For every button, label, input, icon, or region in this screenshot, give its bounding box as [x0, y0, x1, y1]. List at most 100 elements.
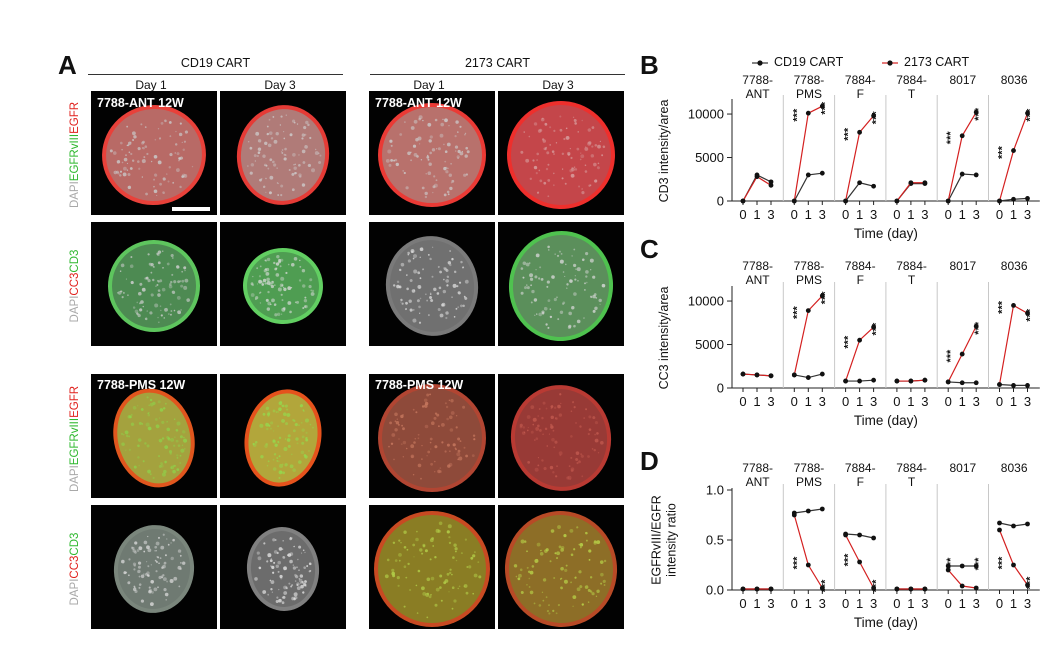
- cell-speckle: [164, 119, 167, 123]
- cell-speckle: [587, 455, 590, 458]
- x-tick-label: 3: [973, 207, 980, 222]
- x-tick-label: 3: [767, 596, 774, 611]
- facet-header: 7788-: [742, 461, 773, 475]
- cell-speckle: [137, 291, 142, 296]
- cell-speckle: [407, 151, 411, 156]
- cell-speckle: [276, 596, 279, 599]
- cell-speckle: [277, 194, 280, 196]
- series-line-c2173: [793, 514, 823, 589]
- series-line-cd19: [896, 183, 925, 202]
- cell-speckle: [548, 604, 550, 606]
- data-point-cd19: [973, 563, 979, 569]
- cell-speckle: [183, 285, 188, 290]
- cell-speckle: [464, 538, 467, 541]
- cell-speckle: [462, 405, 466, 409]
- cell-speckle: [546, 285, 549, 288]
- cell-speckle: [443, 143, 445, 146]
- facet-header: 7788-: [742, 73, 773, 87]
- cell-speckle: [537, 457, 540, 459]
- cell-speckle: [537, 129, 542, 133]
- cell-speckle: [132, 131, 136, 136]
- col-label-cd19-day1: Day 1: [135, 78, 167, 92]
- cell-speckle: [585, 252, 589, 256]
- x-tick-label: 0: [945, 207, 952, 222]
- cell-speckle: [574, 274, 577, 277]
- cell-speckle: [444, 150, 448, 153]
- cell-speckle: [538, 169, 541, 172]
- y-tick-label: 10000: [688, 294, 724, 309]
- cell-speckle: [581, 191, 585, 195]
- cell-speckle: [268, 131, 273, 135]
- cell-speckle: [454, 135, 457, 138]
- cell-speckle: [593, 162, 597, 167]
- scale-bar: [172, 207, 210, 211]
- cell-speckle: [448, 399, 451, 401]
- cell-speckle: [141, 287, 146, 292]
- cell-speckle: [121, 559, 125, 564]
- cell-speckle: [570, 581, 572, 584]
- cell-speckle: [141, 141, 145, 145]
- cell-speckle: [441, 303, 445, 307]
- cell-speckle: [449, 263, 452, 267]
- cell-speckle: [460, 552, 463, 555]
- data-point-c2173: [908, 378, 914, 384]
- x-tick-label: 0: [739, 394, 746, 409]
- cell-speckle: [266, 257, 271, 262]
- cell-speckle: [556, 557, 558, 559]
- cell-speckle: [526, 284, 528, 286]
- cell-speckle: [410, 454, 415, 459]
- cell-speckle: [385, 159, 390, 163]
- cell-speckle: [129, 264, 134, 269]
- cell-speckle: [402, 427, 405, 431]
- data-point-c2173: [908, 180, 914, 186]
- cell-speckle: [410, 249, 415, 253]
- cell-speckle: [145, 192, 148, 196]
- cell-speckle: [597, 144, 601, 149]
- cell-speckle: [438, 425, 440, 428]
- cell-speckle: [128, 448, 132, 451]
- cell-speckle: [431, 148, 436, 152]
- cell-speckle: [138, 421, 142, 425]
- cell-speckle: [412, 144, 417, 148]
- y-tick-label: 10000: [688, 107, 724, 122]
- data-point-cd19: [805, 508, 811, 514]
- cell-speckle: [571, 255, 573, 257]
- cell-speckle: [265, 406, 270, 411]
- significance-stars: ***: [871, 322, 883, 336]
- cell-speckle: [547, 163, 550, 166]
- cell-speckle: [596, 540, 601, 545]
- cell-speckle: [412, 543, 416, 547]
- cell-speckle: [573, 292, 577, 296]
- cell-speckle: [591, 448, 594, 450]
- micrograph-tile: [498, 505, 624, 629]
- cell-speckle: [282, 471, 285, 475]
- row-label-7788-ant-2173: 7788-ANT 12W: [375, 96, 462, 110]
- cell-speckle: [125, 449, 127, 452]
- data-point-cd19: [1011, 523, 1016, 529]
- x-tick-label: 0: [791, 394, 798, 409]
- spheroid-core: [248, 393, 318, 483]
- cell-speckle: [157, 289, 161, 292]
- cell-speckle: [544, 122, 548, 126]
- cell-speckle: [414, 437, 417, 440]
- cell-speckle: [583, 417, 586, 419]
- cell-speckle: [278, 476, 281, 479]
- spheroid-core: [106, 108, 202, 202]
- cell-speckle: [424, 549, 428, 553]
- cell-speckle: [529, 177, 533, 181]
- cell-speckle: [186, 298, 190, 302]
- cell-speckle: [149, 398, 153, 402]
- data-point-c2173: [740, 371, 746, 377]
- significance-stars: ***: [871, 579, 883, 593]
- cell-speckle: [127, 141, 132, 145]
- cell-speckle: [540, 117, 545, 122]
- cell-speckle: [541, 117, 544, 120]
- cell-speckle: [137, 456, 140, 459]
- cell-speckle: [282, 595, 286, 599]
- data-point-c2173: [959, 351, 965, 357]
- cell-speckle: [457, 291, 461, 295]
- x-tick-label: 1: [907, 596, 914, 611]
- x-tick-label: 3: [870, 596, 877, 611]
- cell-speckle: [277, 287, 282, 292]
- panel-letter-b: B: [640, 50, 659, 80]
